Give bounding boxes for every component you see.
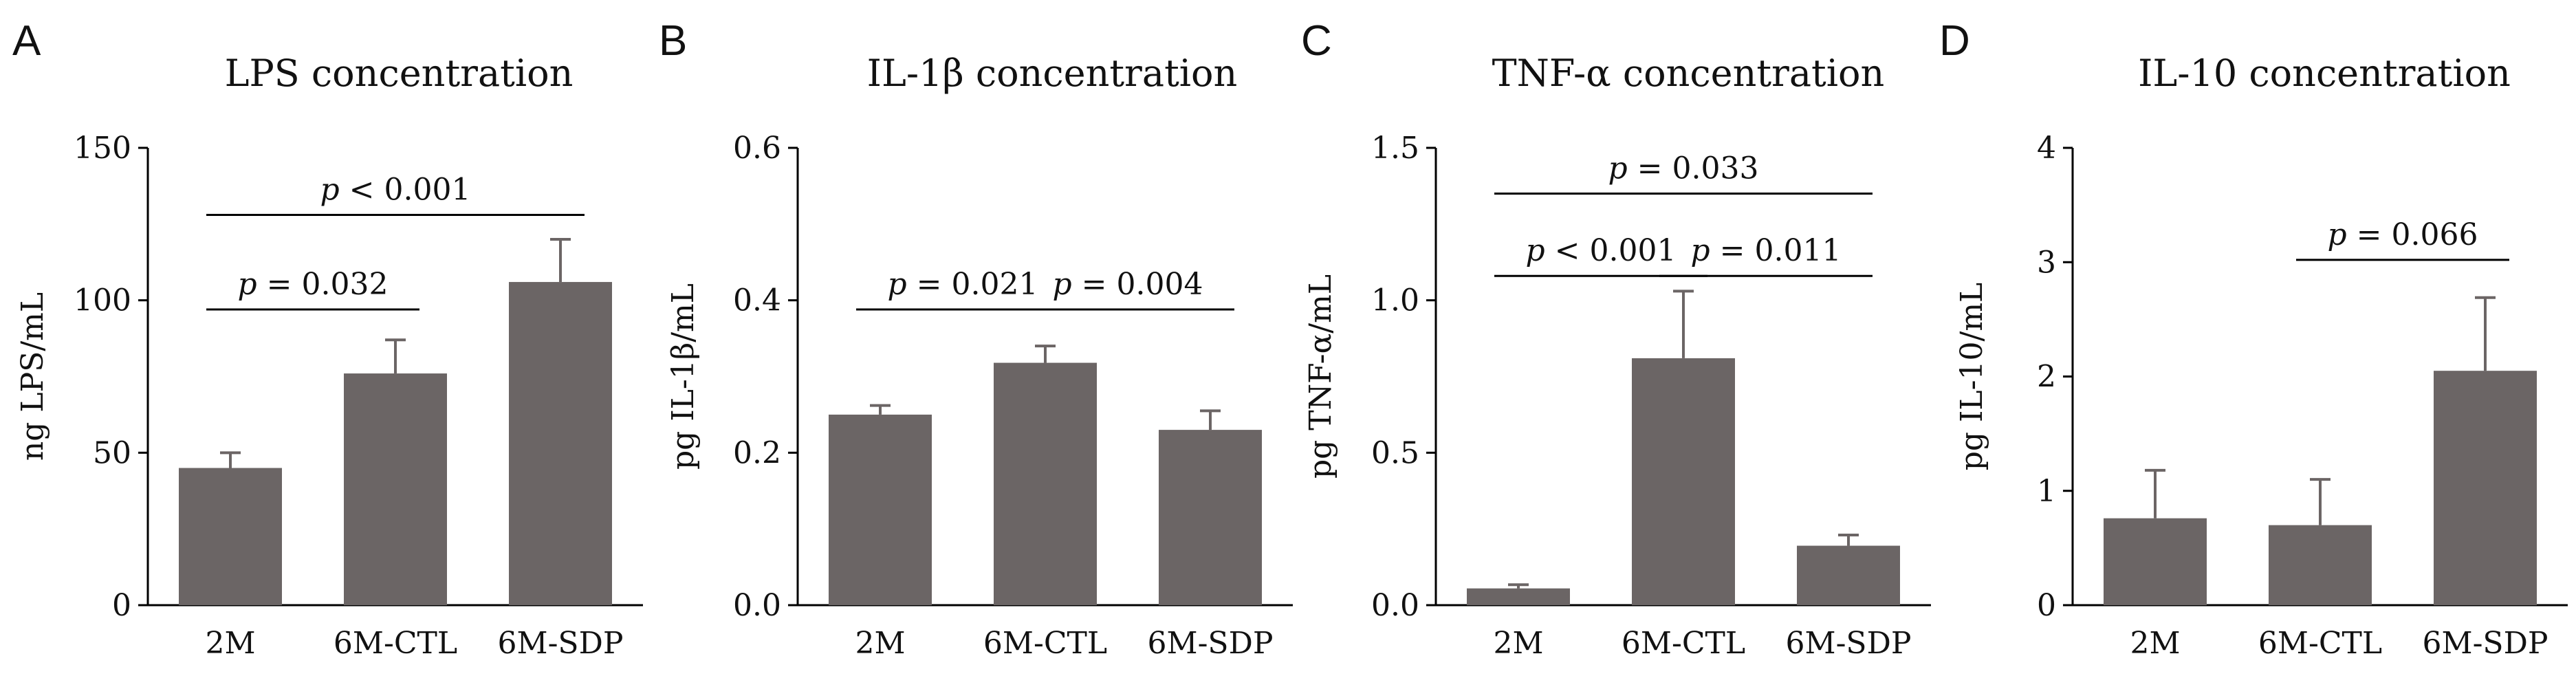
- chart-title: IL-10 concentration: [2138, 52, 2511, 95]
- y-axis-label: ng LPS/mL: [15, 292, 50, 461]
- p-symbol: p: [2328, 217, 2347, 252]
- bar: [829, 414, 932, 605]
- panel-a: A LPS concentration ng LPS/mL 0 50 100 150 2M 6M…: [12, 17, 643, 661]
- x-tick-label: 6M-SDP: [1148, 626, 1274, 661]
- chart-title: LPS concentration: [225, 52, 574, 95]
- bar: [2269, 525, 2372, 605]
- y-tick-label: 50: [93, 435, 131, 470]
- bar: [1797, 545, 1900, 605]
- y-tick-label: 1.0: [1371, 283, 1419, 318]
- bar: [1159, 430, 1262, 605]
- y-tick-label: 1: [2037, 474, 2056, 509]
- x-tick-label: 6M-CTL: [983, 626, 1107, 661]
- p-value-text: < 0.001: [340, 173, 471, 208]
- p-value-label: p = 0.011: [1691, 233, 1842, 268]
- p-value-text: = 0.066: [2347, 217, 2478, 252]
- x-tick-label: 2M: [1493, 626, 1543, 661]
- chart-title: IL-1β concentration: [867, 52, 1238, 95]
- bar: [179, 468, 282, 605]
- p-value-label: p < 0.001: [320, 173, 471, 208]
- p-symbol: p: [1691, 233, 1710, 268]
- y-tick-label: 0: [112, 588, 131, 623]
- panel-b: B IL-1β concentration pg IL-1β/mL 0.0 0.2 0.4…: [659, 17, 1293, 661]
- p-value-text: = 0.011: [1710, 233, 1842, 268]
- chart-title: TNF-α concentration: [1492, 52, 1885, 95]
- p-symbol: p: [1526, 233, 1545, 268]
- x-tick-label: 6M-CTL: [2258, 626, 2382, 661]
- y-tick-label: 0.4: [733, 283, 781, 318]
- panel-letter: D: [1939, 17, 1970, 65]
- bar: [1632, 358, 1735, 605]
- p-value-text: = 0.004: [1072, 267, 1203, 302]
- p-symbol: p: [320, 173, 340, 208]
- p-symbol: p: [1608, 151, 1628, 186]
- p-value-text: = 0.021: [907, 267, 1038, 302]
- y-tick-label: 0.6: [733, 131, 781, 166]
- bar: [1467, 588, 1570, 605]
- y-tick-label: 0.2: [733, 435, 781, 470]
- p-value-label: p = 0.033: [1608, 151, 1759, 186]
- bar: [2434, 371, 2537, 605]
- x-tick-label: 6M-SDP: [2423, 626, 2548, 661]
- bar: [509, 282, 612, 605]
- y-axis-label: pg IL-1β/mL: [666, 283, 701, 470]
- y-tick-label: 0.0: [1371, 588, 1419, 623]
- x-tick-label: 2M: [205, 626, 255, 661]
- panel-letter: A: [12, 17, 41, 65]
- p-value-label: p = 0.066: [2328, 217, 2478, 252]
- panel-c: C TNF-α concentration pg TNF-α/mL 0.0 0.5 1.0…: [1301, 17, 1931, 661]
- p-symbol: p: [1053, 267, 1072, 302]
- bar: [2104, 518, 2207, 605]
- y-tick-label: 2: [2037, 360, 2056, 395]
- y-axis-label: pg TNF-α/mL: [1303, 274, 1338, 479]
- panel-letter: C: [1301, 17, 1332, 65]
- p-symbol: p: [888, 267, 907, 302]
- y-tick-label: 100: [74, 283, 131, 318]
- y-tick-label: 1.5: [1371, 131, 1419, 166]
- p-value-label: p = 0.021: [888, 267, 1038, 302]
- panel-letter: B: [659, 17, 687, 65]
- y-tick-label: 4: [2037, 131, 2056, 166]
- x-tick-label: 6M-CTL: [1622, 626, 1745, 661]
- bar: [344, 373, 447, 605]
- y-tick-label: 0: [2037, 588, 2056, 623]
- x-tick-label: 6M-CTL: [334, 626, 457, 661]
- p-value-label: p < 0.001: [1526, 233, 1677, 268]
- y-tick-label: 3: [2037, 245, 2056, 280]
- p-value-text: = 0.032: [257, 267, 389, 302]
- p-symbol: p: [238, 267, 257, 302]
- y-axis-label: pg IL-10/mL: [1954, 283, 1989, 471]
- x-tick-label: 2M: [2130, 626, 2180, 661]
- y-tick-label: 0.0: [733, 588, 781, 623]
- bar: [994, 362, 1097, 605]
- x-tick-label: 6M-SDP: [498, 626, 624, 661]
- panel-d: D IL-10 concentration pg IL-10/mL 0 1 2 3 4 2M 6M…: [1939, 17, 2568, 661]
- p-value-label: p = 0.004: [1053, 267, 1203, 302]
- p-value-label: p = 0.032: [238, 267, 389, 302]
- x-tick-label: 6M-SDP: [1786, 626, 1912, 661]
- y-tick-label: 150: [74, 131, 131, 166]
- x-tick-label: 2M: [855, 626, 905, 661]
- y-tick-label: 0.5: [1371, 435, 1419, 470]
- p-value-text: = 0.033: [1628, 151, 1759, 186]
- p-value-text: < 0.001: [1545, 233, 1677, 268]
